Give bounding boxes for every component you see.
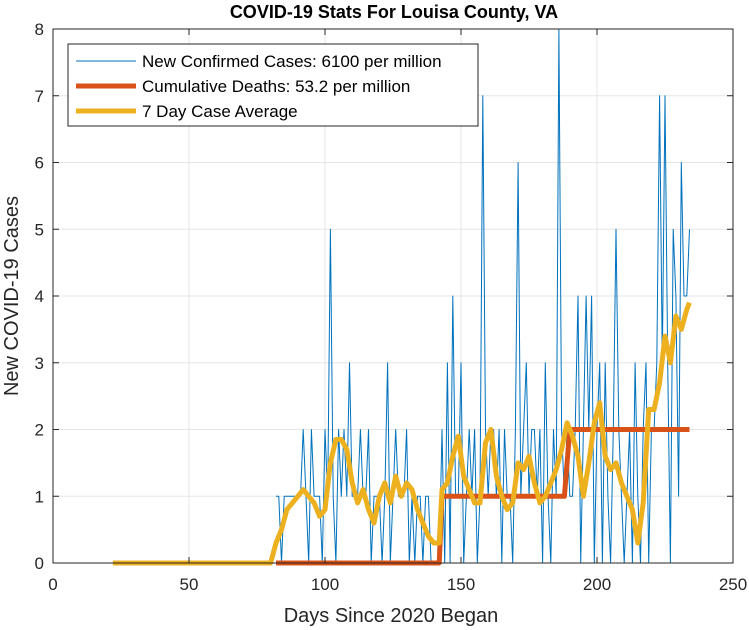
ticks: 0 50 100 150 200 250 0 1 2 3 4 5 6 7 8 [35,20,748,594]
legend-label-new-cases: New Confirmed Cases: 6100 per million [142,52,442,71]
y-tick-label: 0 [35,554,44,573]
x-tick-label: 100 [311,575,339,594]
y-tick-label: 4 [35,287,44,306]
x-tick-label: 250 [719,575,747,594]
x-tick-label: 0 [48,575,57,594]
y-tick-label: 3 [35,354,44,373]
x-tick-label: 150 [447,575,475,594]
x-axis-label: Days Since 2020 Began [284,605,499,627]
legend-label-deaths: Cumulative Deaths: 53.2 per million [142,77,410,96]
y-tick-label: 1 [35,487,44,506]
legend-box [67,43,479,127]
y-tick-label: 8 [35,20,44,39]
x-tick-label: 50 [180,575,199,594]
y-tick-label: 5 [35,220,44,239]
x-tick-label: 200 [583,575,611,594]
y-tick-label: 6 [35,154,44,173]
y-tick-label: 7 [35,87,44,106]
legend-label-7day-average: 7 Day Case Average [142,102,298,121]
chart-title: COVID-19 Stats For Louisa County, VA [230,2,558,22]
legend: New Confirmed Cases: 6100 per million Cu… [67,43,479,127]
y-tick-label: 2 [35,421,44,440]
y-axis-label: New COVID-19 Cases [1,196,23,396]
series-7day-average-line [112,301,692,566]
